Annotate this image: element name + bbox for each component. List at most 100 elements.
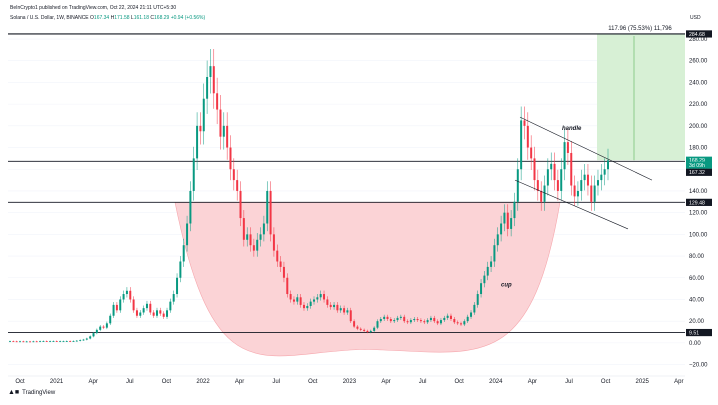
candle-body bbox=[155, 310, 158, 316]
x-tick-label: Oct bbox=[162, 379, 172, 385]
candle-body bbox=[216, 93, 219, 110]
candle-body bbox=[429, 317, 432, 321]
x-tick-label: Jul bbox=[126, 379, 134, 385]
x-tick-label: Apr bbox=[235, 379, 244, 385]
candle-body bbox=[503, 212, 506, 224]
candle-body bbox=[69, 341, 72, 342]
price-tag bbox=[686, 328, 712, 337]
y-tick-label: 120.00 bbox=[689, 211, 708, 217]
candle-body bbox=[242, 218, 245, 240]
candle-body bbox=[302, 304, 305, 309]
candle-body bbox=[9, 341, 11, 343]
candle-body bbox=[22, 341, 25, 343]
candle-body bbox=[59, 341, 62, 343]
candle-body bbox=[373, 327, 376, 331]
footer-brand: ▲■ TradingView bbox=[8, 389, 55, 396]
y-tick-label: 200.00 bbox=[689, 124, 708, 130]
candle-body bbox=[406, 321, 409, 323]
price-tag-label: 9.51 bbox=[689, 330, 699, 336]
candle-body bbox=[262, 223, 265, 235]
candle-body bbox=[25, 341, 28, 343]
candle-body bbox=[343, 308, 346, 313]
price-tag bbox=[686, 30, 712, 38]
candle-body bbox=[510, 218, 513, 229]
candle-body bbox=[433, 317, 436, 322]
candle-body bbox=[333, 304, 336, 308]
candle-body bbox=[12, 341, 15, 343]
candle-body bbox=[109, 315, 112, 324]
candle-body bbox=[256, 239, 259, 251]
candle-body bbox=[413, 318, 416, 321]
price-tag bbox=[686, 161, 712, 169]
candle-body bbox=[593, 185, 596, 202]
candle-body bbox=[266, 190, 269, 224]
candle-body bbox=[209, 66, 212, 78]
candle-body bbox=[149, 303, 152, 313]
candle-body bbox=[72, 341, 75, 342]
candle-body bbox=[129, 290, 132, 300]
candle-body bbox=[426, 320, 429, 323]
handle-label: handle bbox=[562, 126, 582, 132]
candle-body bbox=[586, 174, 589, 186]
candle-body bbox=[125, 290, 128, 295]
candle-body bbox=[363, 329, 366, 331]
candle-body bbox=[145, 303, 148, 309]
candle-body bbox=[456, 322, 459, 324]
ohlc-change: +0.94 (+0.56%) bbox=[170, 15, 206, 21]
candle-body bbox=[276, 250, 279, 262]
candle-body bbox=[409, 320, 412, 323]
candle-body bbox=[383, 316, 386, 319]
candle-body bbox=[89, 336, 92, 339]
candle-body bbox=[583, 174, 586, 181]
candle-body bbox=[353, 321, 356, 327]
candle-body bbox=[232, 169, 235, 181]
candle-body bbox=[102, 326, 105, 328]
x-tick-label: 2025 bbox=[636, 379, 650, 385]
candle-body bbox=[45, 341, 48, 342]
y-tick-label: −20.00 bbox=[689, 363, 708, 369]
x-tick-label: Apr bbox=[528, 379, 537, 385]
candle-body bbox=[319, 294, 322, 298]
ohlc-low-label: L bbox=[130, 15, 134, 21]
candle-body bbox=[292, 299, 295, 302]
candle-body bbox=[600, 174, 603, 181]
candle-body bbox=[356, 326, 359, 329]
ohlc-open-label: O bbox=[90, 15, 94, 21]
candle-body bbox=[229, 147, 232, 170]
candle-body bbox=[279, 261, 282, 267]
candle-body bbox=[199, 125, 202, 132]
candle-body bbox=[239, 190, 242, 219]
candle-body bbox=[309, 301, 312, 306]
candle-body bbox=[486, 266, 489, 276]
candle-body bbox=[212, 66, 215, 94]
candle-body bbox=[490, 261, 493, 267]
candle-body bbox=[246, 234, 249, 240]
candle-body bbox=[403, 316, 406, 322]
handle-channel-lower bbox=[514, 179, 629, 230]
candle-body bbox=[252, 245, 255, 251]
candle-body bbox=[523, 120, 526, 126]
candle-body bbox=[580, 180, 583, 191]
candle-body bbox=[446, 315, 449, 318]
candle-body bbox=[299, 297, 302, 305]
candle-body bbox=[526, 125, 529, 148]
price-tag bbox=[686, 168, 712, 176]
candle-body bbox=[493, 245, 496, 262]
ohlc-open: 167.34 bbox=[93, 15, 110, 21]
y-tick-label: 180.00 bbox=[689, 146, 708, 152]
candle-body bbox=[476, 294, 479, 305]
candle-body bbox=[115, 304, 118, 311]
ohlc-high: 171.58 bbox=[114, 15, 130, 21]
candle-body bbox=[463, 321, 466, 325]
candle-body bbox=[553, 163, 556, 181]
handle-channel-upper bbox=[519, 116, 653, 181]
y-tick-label: 20.00 bbox=[689, 319, 705, 325]
candle-body bbox=[379, 318, 382, 322]
y-tick-label: 80.00 bbox=[689, 254, 705, 260]
candle-body bbox=[399, 316, 402, 318]
candle-body bbox=[52, 341, 55, 342]
candle-body bbox=[219, 109, 222, 137]
candle-body bbox=[349, 310, 352, 322]
candle-body bbox=[142, 308, 145, 313]
